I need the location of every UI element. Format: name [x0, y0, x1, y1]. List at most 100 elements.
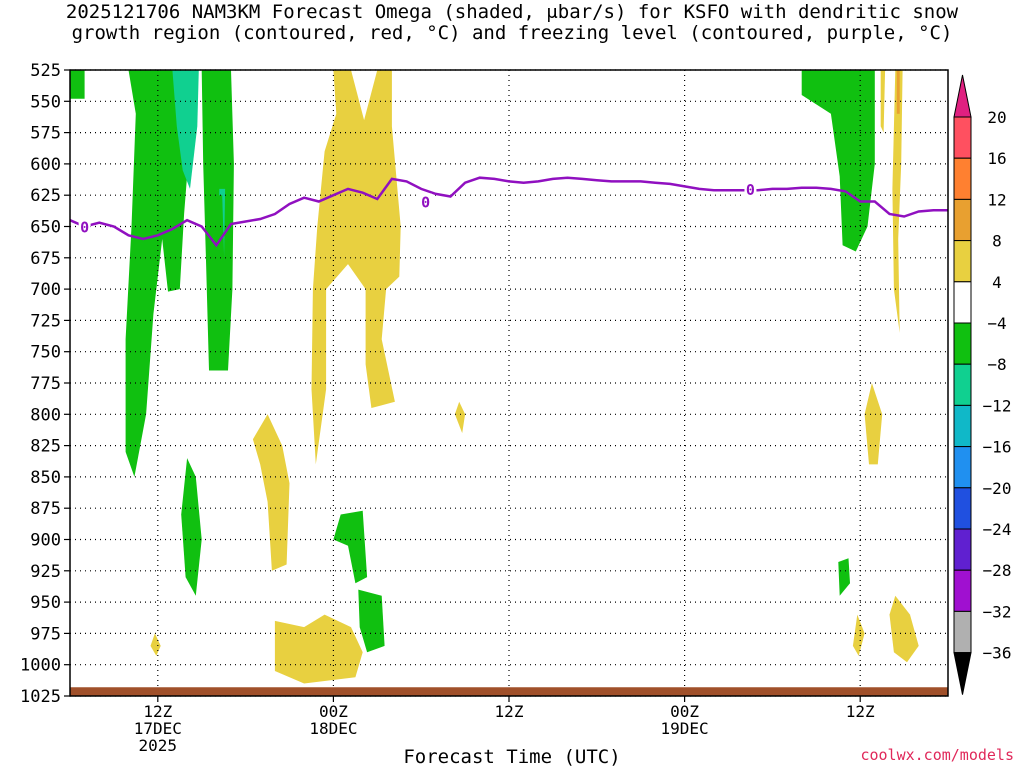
plot-frame: [69, 69, 949, 697]
omega-region-11: [311, 70, 401, 465]
colorbar-label-6: −8: [987, 355, 1006, 374]
colorbar-bin-12: [953, 610, 972, 654]
y-tick-label-975: 975: [30, 624, 61, 644]
x-tick-label-24-0: 00Z: [319, 702, 348, 721]
y-tick-label-1025: 1025: [20, 687, 61, 707]
omega-region-8: [333, 510, 368, 584]
freezing-level-label-1: 0: [421, 193, 430, 211]
colorbar-bin-4: [953, 281, 972, 324]
grid-lines: [70, 69, 948, 697]
colorbar-bin-5: [953, 322, 972, 365]
colorbar-bin-3: [953, 240, 972, 283]
omega-region-13: [252, 414, 290, 571]
x-axis-title: Forecast Time (UTC): [403, 746, 621, 768]
y-tick-label-850: 850: [30, 468, 61, 488]
credit-text: coolwx.com/models: [860, 746, 1014, 764]
colorbar-label-12: −32: [983, 602, 1012, 621]
title-line1: 2025121706 NAM3KM Forecast Omega (shaded…: [65, 1, 959, 23]
colorbar-bin-10: [953, 528, 972, 571]
colorbar-label-5: −4: [987, 314, 1006, 333]
freezing-level-label-0: 0: [80, 219, 89, 237]
freezing-label-bg-0: [78, 218, 91, 235]
colorbar-bin-8: [953, 446, 972, 489]
omega-region-2: [172, 70, 199, 189]
colorbar-label-8: −16: [983, 438, 1012, 457]
y-tick-label-900: 900: [30, 531, 61, 551]
y-tick-label-575: 575: [30, 124, 61, 144]
x-tick-label-12-0: 12Z: [143, 702, 172, 721]
freezing-level-contour: 0 0 0: [69, 176, 948, 248]
freezing-level-line: [69, 176, 948, 248]
y-tick-label-550: 550: [30, 92, 61, 112]
colorbar-bin-1: [953, 157, 972, 200]
colorbar: 20 16 12 8 4 −4 −8 −12 −16 −20 −24 −28 −32 −36: [953, 74, 1012, 695]
omega-region-7: [801, 70, 875, 252]
chart-title: 2025121706 NAM3KM Forecast Omega (shaded…: [0, 2, 1024, 44]
y-tick-label-625: 625: [30, 186, 61, 206]
omega-region-9: [358, 589, 385, 653]
y-tick-label-825: 825: [30, 437, 61, 457]
y-tick-label-750: 750: [30, 343, 61, 363]
colorbar-label-9: −20: [983, 479, 1012, 498]
y-tick-label-700: 700: [30, 280, 61, 300]
colorbar-label-11: −28: [983, 561, 1012, 580]
colorbar-label-1: 16: [987, 149, 1006, 168]
y-axis: 525 550 575 600 625 650 675 700 725 750 775 800 825 8…: [20, 61, 70, 707]
x-tick-label-12-2: 2025: [139, 736, 178, 755]
omega-region-0: [70, 70, 85, 99]
omega-region-14: [274, 614, 363, 684]
colorbar-bin-7: [953, 404, 972, 448]
y-tick-label-650: 650: [30, 218, 61, 238]
y-tick-label-725: 725: [30, 311, 61, 331]
x-tick-label-48-0: 00Z: [670, 702, 699, 721]
omega-region-16: [864, 383, 883, 465]
omega-region-1: [125, 70, 190, 477]
colorbar-bottom-arrow: [953, 652, 972, 695]
colorbar-bin-11: [953, 569, 972, 612]
freezing-label-bg-2: [744, 180, 757, 197]
freezing-label-bg-1: [419, 193, 432, 210]
y-tick-label-800: 800: [30, 405, 61, 425]
ground-fill: [70, 687, 948, 696]
colorbar-label-3: 8: [992, 232, 1002, 251]
colorbar-label-2: 12: [987, 190, 1006, 209]
colorbar-bin-6: [953, 363, 972, 406]
colorbar-bin-9: [953, 487, 972, 530]
omega-region-21: [880, 70, 886, 133]
plot-border: [69, 69, 949, 697]
title-line2: growth region (contoured, red, °C) and f…: [71, 22, 953, 44]
x-tick-label-12-1: 17DEC: [134, 719, 182, 738]
colorbar-top-arrow: [953, 74, 972, 118]
colorbar-label-4: 4: [992, 273, 1002, 292]
omega-region-19: [892, 70, 903, 333]
y-tick-label-875: 875: [30, 499, 61, 519]
omega-region-15: [150, 633, 161, 656]
ground-surface: [70, 687, 948, 696]
colorbar-label-13: −36: [983, 644, 1012, 663]
omega-region-18: [889, 595, 919, 663]
colorbar-bin-2: [953, 198, 972, 242]
x-tick-label-36-0: 12Z: [495, 702, 524, 721]
colorbar-label-7: −12: [983, 396, 1012, 415]
x-tick-label-24-1: 18DEC: [309, 719, 357, 738]
omega-region-17: [852, 614, 865, 656]
y-tick-label-525: 525: [30, 61, 61, 81]
y-tick-label-925: 925: [30, 562, 61, 582]
colorbar-label-10: −24: [983, 520, 1012, 539]
x-tick-label-48-1: 19DEC: [661, 719, 709, 738]
y-tick-label-950: 950: [30, 593, 61, 613]
omega-shading: [70, 70, 919, 684]
omega-region-12: [454, 401, 466, 434]
freezing-level-label-2: 0: [746, 181, 755, 199]
omega-region-6: [181, 458, 202, 596]
y-tick-label-1000: 1000: [20, 656, 61, 676]
y-tick-label-600: 600: [30, 155, 61, 175]
colorbar-label-0: 20: [987, 108, 1006, 127]
x-tick-label-60-0: 12Z: [846, 702, 875, 721]
omega-region-20: [896, 70, 900, 114]
colorbar-bin-0: [953, 116, 972, 159]
y-tick-label-775: 775: [30, 374, 61, 394]
omega-region-10: [838, 558, 850, 596]
